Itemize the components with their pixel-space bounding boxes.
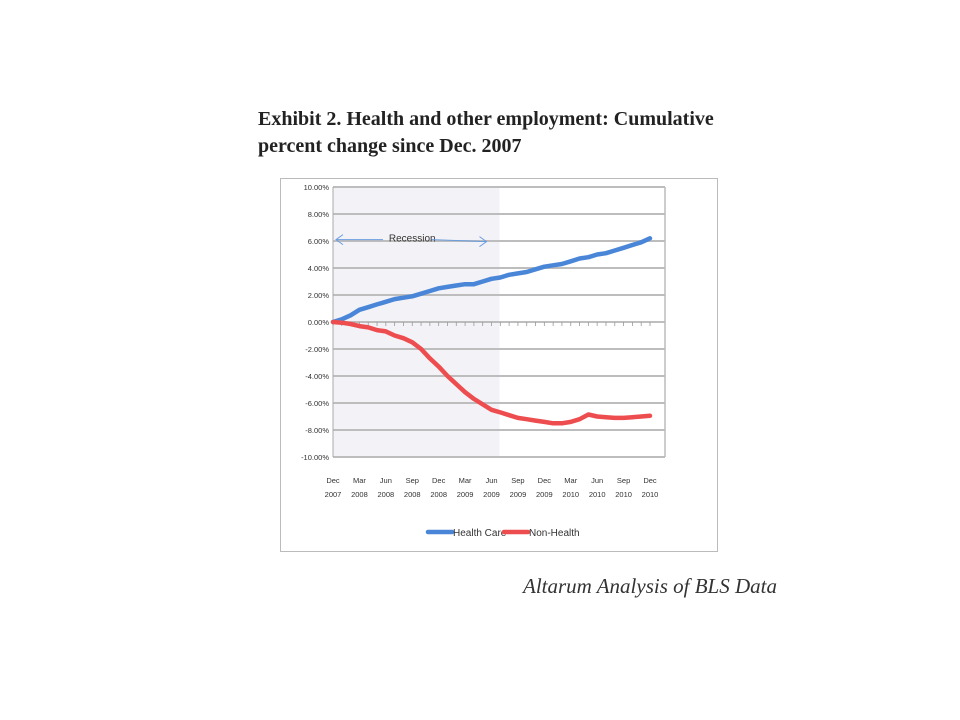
series-line-non-health [330,319,653,426]
x-tick-label-year: 2009 [536,490,553,499]
x-tick-label-month: Mar [353,476,366,485]
x-tick-label-month: Jun [485,476,497,485]
line-chart: 10.00% 8.00% 6.00% 4.00% 2.00% 0.00% -2.00% -4.… [301,183,666,539]
y-tick-label: -8.00% [305,426,329,435]
y-tick-label: 8.00% [308,210,330,219]
x-tick-label-month: Jun [380,476,392,485]
x-tick-label-month: Dec [643,476,657,485]
x-tick-label-month: Dec [326,476,340,485]
x-tick-label-month: Sep [511,476,524,485]
x-tick-label-month: Mar [459,476,472,485]
y-tick-label: 4.00% [308,264,330,273]
x-tick-label-year: 2010 [589,490,606,499]
legend-label: Non-Health [529,528,580,539]
x-tick-label-month: Mar [564,476,577,485]
x-tick-label-year: 2009 [510,490,527,499]
chart-frame [280,178,718,552]
recession-label: Recession [389,234,436,245]
x-tick-label-year: 2008 [430,490,447,499]
x-tick-label-year: 2009 [483,490,500,499]
source-caption: Altarum Analysis of BLS Data [523,574,777,598]
x-tick-label-month: Sep [406,476,419,485]
legend-label: Health Care [453,528,507,539]
series-line-health-care [330,236,653,325]
y-tick-label: -2.00% [305,345,329,354]
recession-arrow-right [431,239,487,243]
x-tick-label-year: 2010 [642,490,659,499]
y-tick-label: 6.00% [308,237,330,246]
x-tick-label-month: Jun [591,476,603,485]
x-tick-label-year: 2008 [377,490,394,499]
y-tick-label: -4.00% [305,372,329,381]
chart-title: Exhibit 2. Health and other employment: … [258,108,714,157]
arrow-left-icon [335,234,344,246]
y-tick-label: -6.00% [305,399,329,408]
y-tick-label: 10.00% [304,183,330,192]
arrow-right-icon [479,236,488,248]
x-tick-label-month: Sep [617,476,630,485]
x-tick-label-month: Dec [538,476,552,485]
x-tick-label-year: 2010 [615,490,632,499]
y-tick-label: 2.00% [308,291,330,300]
x-tick-label-year: 2009 [457,490,474,499]
x-tick-label-year: 2007 [325,490,342,499]
y-tick-label: 0.00% [308,318,330,327]
x-tick-label-year: 2010 [562,490,579,499]
x-tick-label-year: 2008 [404,490,421,499]
y-tick-label: -10.00% [301,453,329,462]
x-tick-label-year: 2008 [351,490,368,499]
x-tick-label-month: Dec [432,476,446,485]
